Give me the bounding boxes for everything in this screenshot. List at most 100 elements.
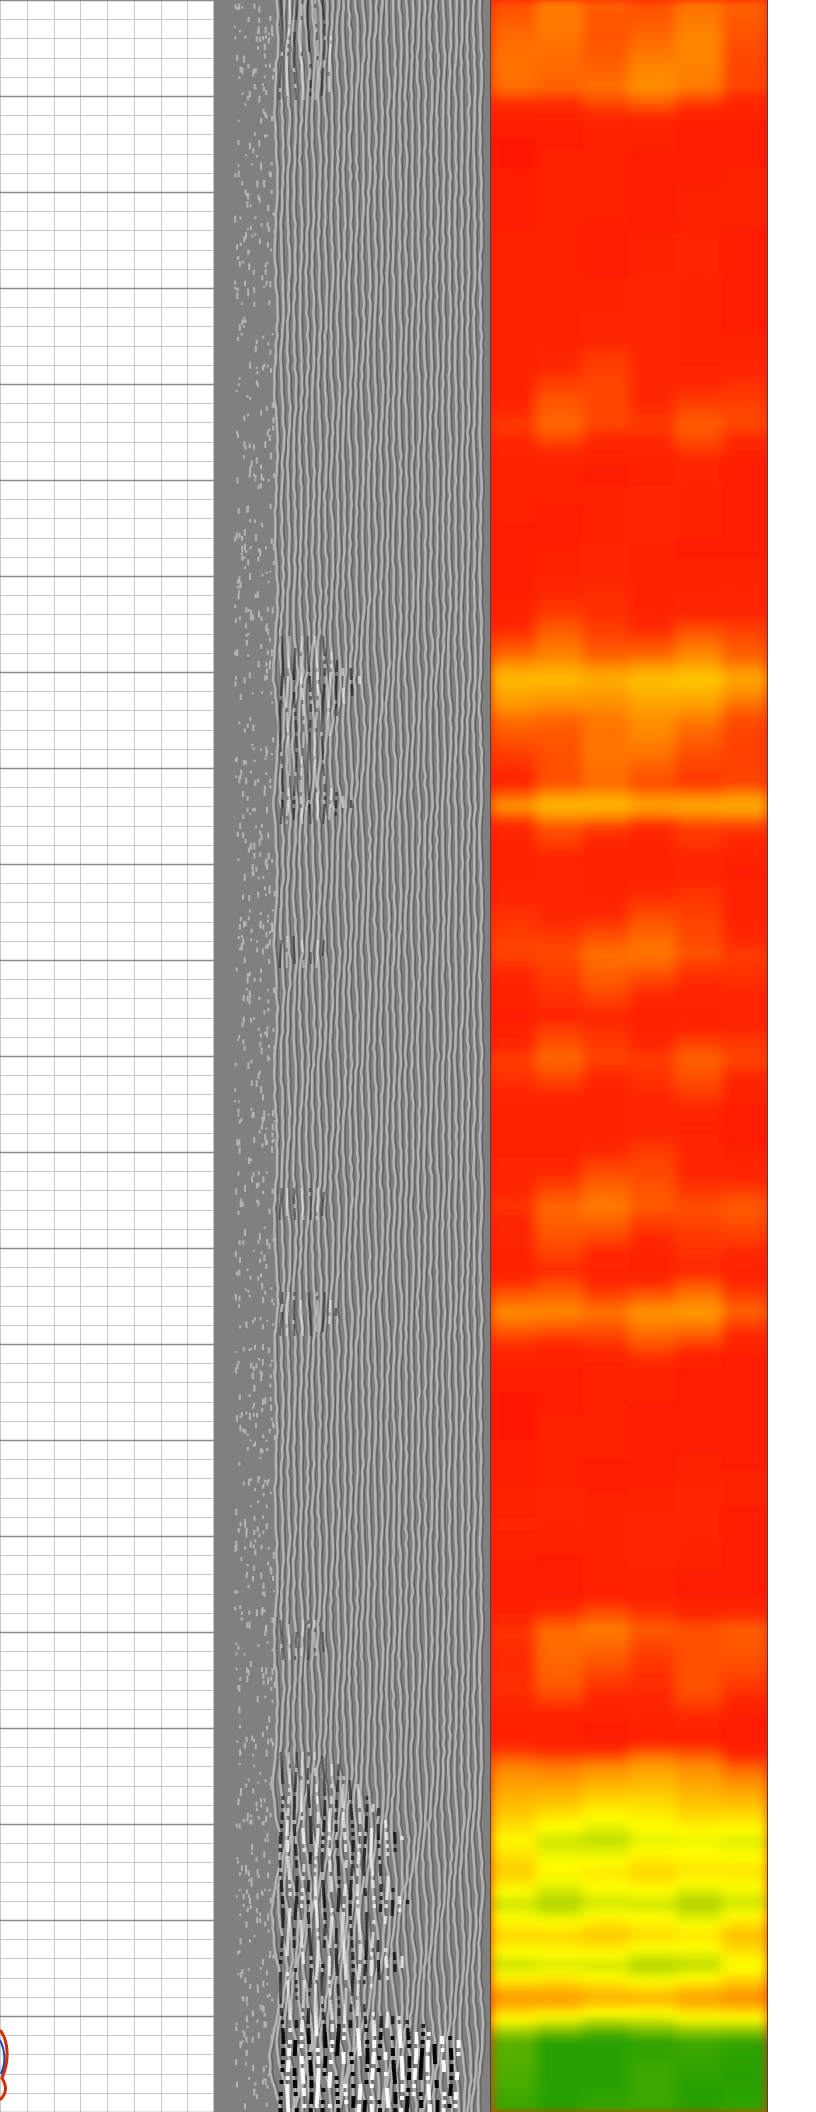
wave-peak-dark <box>280 688 283 692</box>
noise-speck <box>264 1629 267 1636</box>
wave-peak-dark <box>279 1996 282 2000</box>
heatmap-cell <box>675 1056 723 1063</box>
noise-speck <box>240 769 243 776</box>
wave-peak-dark <box>307 1928 311 1932</box>
heatmap-cell <box>490 1428 538 1435</box>
heatmap-cell <box>721 1278 768 1285</box>
heatmap-cell <box>629 2052 677 2059</box>
heatmap-cell <box>536 294 584 301</box>
wave-peak-dark <box>336 1864 340 1868</box>
heatmap-cell <box>721 882 768 889</box>
noise-speck <box>256 591 259 598</box>
heatmap-cell <box>721 1464 768 1471</box>
heatmap-cell <box>490 366 538 373</box>
wave-peak-dark <box>391 2016 395 2020</box>
noise-speck <box>271 1617 274 1623</box>
heatmap-cell <box>675 1326 723 1333</box>
noise-speck <box>247 18 250 22</box>
wave-peak-dark <box>281 1924 285 1928</box>
wave-peak-bright <box>327 700 331 704</box>
wave-peak-bright <box>344 1848 348 1852</box>
heatmap-cell <box>675 468 723 475</box>
wave-peak-bright <box>343 2092 348 2096</box>
heatmap-cell <box>629 816 677 823</box>
heatmap-cell <box>721 1326 768 1333</box>
heatmap-cell <box>582 1974 630 1981</box>
wave-peak-dark <box>308 1932 312 1936</box>
heatmap-cell <box>490 642 538 649</box>
heatmap-cell <box>629 1056 677 1063</box>
noise-speck <box>252 147 255 154</box>
wave-peak-bright <box>285 2076 290 2080</box>
heatmap-cell <box>536 1182 584 1189</box>
heatmap-cell <box>536 612 584 619</box>
heatmap-cell <box>582 876 630 883</box>
heatmap-cell <box>536 2004 584 2011</box>
noise-speck <box>272 543 275 550</box>
heatmap-cell <box>721 684 768 691</box>
wave-peak-bright <box>328 728 331 732</box>
noise-speck <box>263 2012 266 2017</box>
wave-trace-light <box>300 0 314 2112</box>
heatmap-cell <box>675 696 723 703</box>
wave-peak-bright <box>357 1796 361 1800</box>
wave-peak-bright <box>314 12 317 16</box>
heatmap-cell <box>629 1572 677 1579</box>
heatmap-cell <box>629 1284 677 1291</box>
heatmap-cell <box>629 1272 677 1279</box>
wave-peak-dark <box>323 1292 326 1296</box>
heatmap-cell <box>675 1050 723 1057</box>
heatmap-cell <box>675 1716 723 1723</box>
heatmap-cell <box>490 1998 538 2005</box>
heatmap-cell <box>490 1440 538 1447</box>
heatmap-cell <box>675 1476 723 1483</box>
heatmap-cell <box>490 216 538 223</box>
heatmap-cell <box>675 366 723 373</box>
heatmap-cell <box>721 804 768 811</box>
heatmap-cell <box>721 744 768 751</box>
wave-peak-dark <box>278 1848 282 1852</box>
wave-peak-dark <box>321 72 325 76</box>
wave-peak-dark <box>351 1832 355 1836</box>
noise-speck <box>260 616 263 621</box>
heatmap-cell <box>629 756 677 763</box>
wave-peak-bright <box>400 1964 404 1968</box>
heatmap-cell <box>536 1194 584 1201</box>
wave-peak-bright <box>357 1916 361 1920</box>
heatmap-cell <box>536 1482 584 1489</box>
wave-peak-bright <box>414 2036 419 2040</box>
heatmap-cell <box>582 1338 630 1345</box>
heatmap-cell <box>675 1896 723 1903</box>
wave-peak-dark <box>322 812 326 816</box>
noise-speck <box>254 1487 257 1492</box>
heatmap-cell <box>490 372 538 379</box>
heatmap-cell <box>629 90 677 97</box>
wave-peak-dark <box>306 1888 310 1892</box>
heatmap-cell <box>721 30 768 37</box>
wave-peak-bright <box>287 2048 292 2052</box>
heatmap-cell <box>721 1014 768 1021</box>
noise-speck <box>272 1028 275 1032</box>
heatmap-cell <box>721 1626 768 1633</box>
heatmap-cell <box>582 624 630 631</box>
noise-speck <box>237 1973 240 1976</box>
wave-peak-bright <box>286 1988 290 1992</box>
wave-peak-bright <box>315 28 318 32</box>
wave-trace-light <box>325 0 339 2112</box>
heatmap-cell <box>490 1860 538 1867</box>
noise-speck <box>251 2036 254 2043</box>
heatmap-cell <box>675 1284 723 1291</box>
wave-peak-dark <box>292 1308 295 1312</box>
wave-peak-dark <box>294 16 297 20</box>
wave-peak-dark <box>281 48 284 52</box>
heatmap-cell <box>675 1212 723 1219</box>
heatmap-cell <box>675 1404 723 1411</box>
wave-peak-dark <box>418 2076 423 2080</box>
heatmap-cell <box>536 42 584 49</box>
noise-speck <box>248 443 251 449</box>
wave-peak-dark <box>321 712 324 716</box>
wave-peak-bright <box>313 1640 317 1644</box>
heatmap-cell <box>536 1998 584 2005</box>
wave-peak-dark <box>363 1888 367 1892</box>
heatmap-cell <box>675 1332 723 1339</box>
